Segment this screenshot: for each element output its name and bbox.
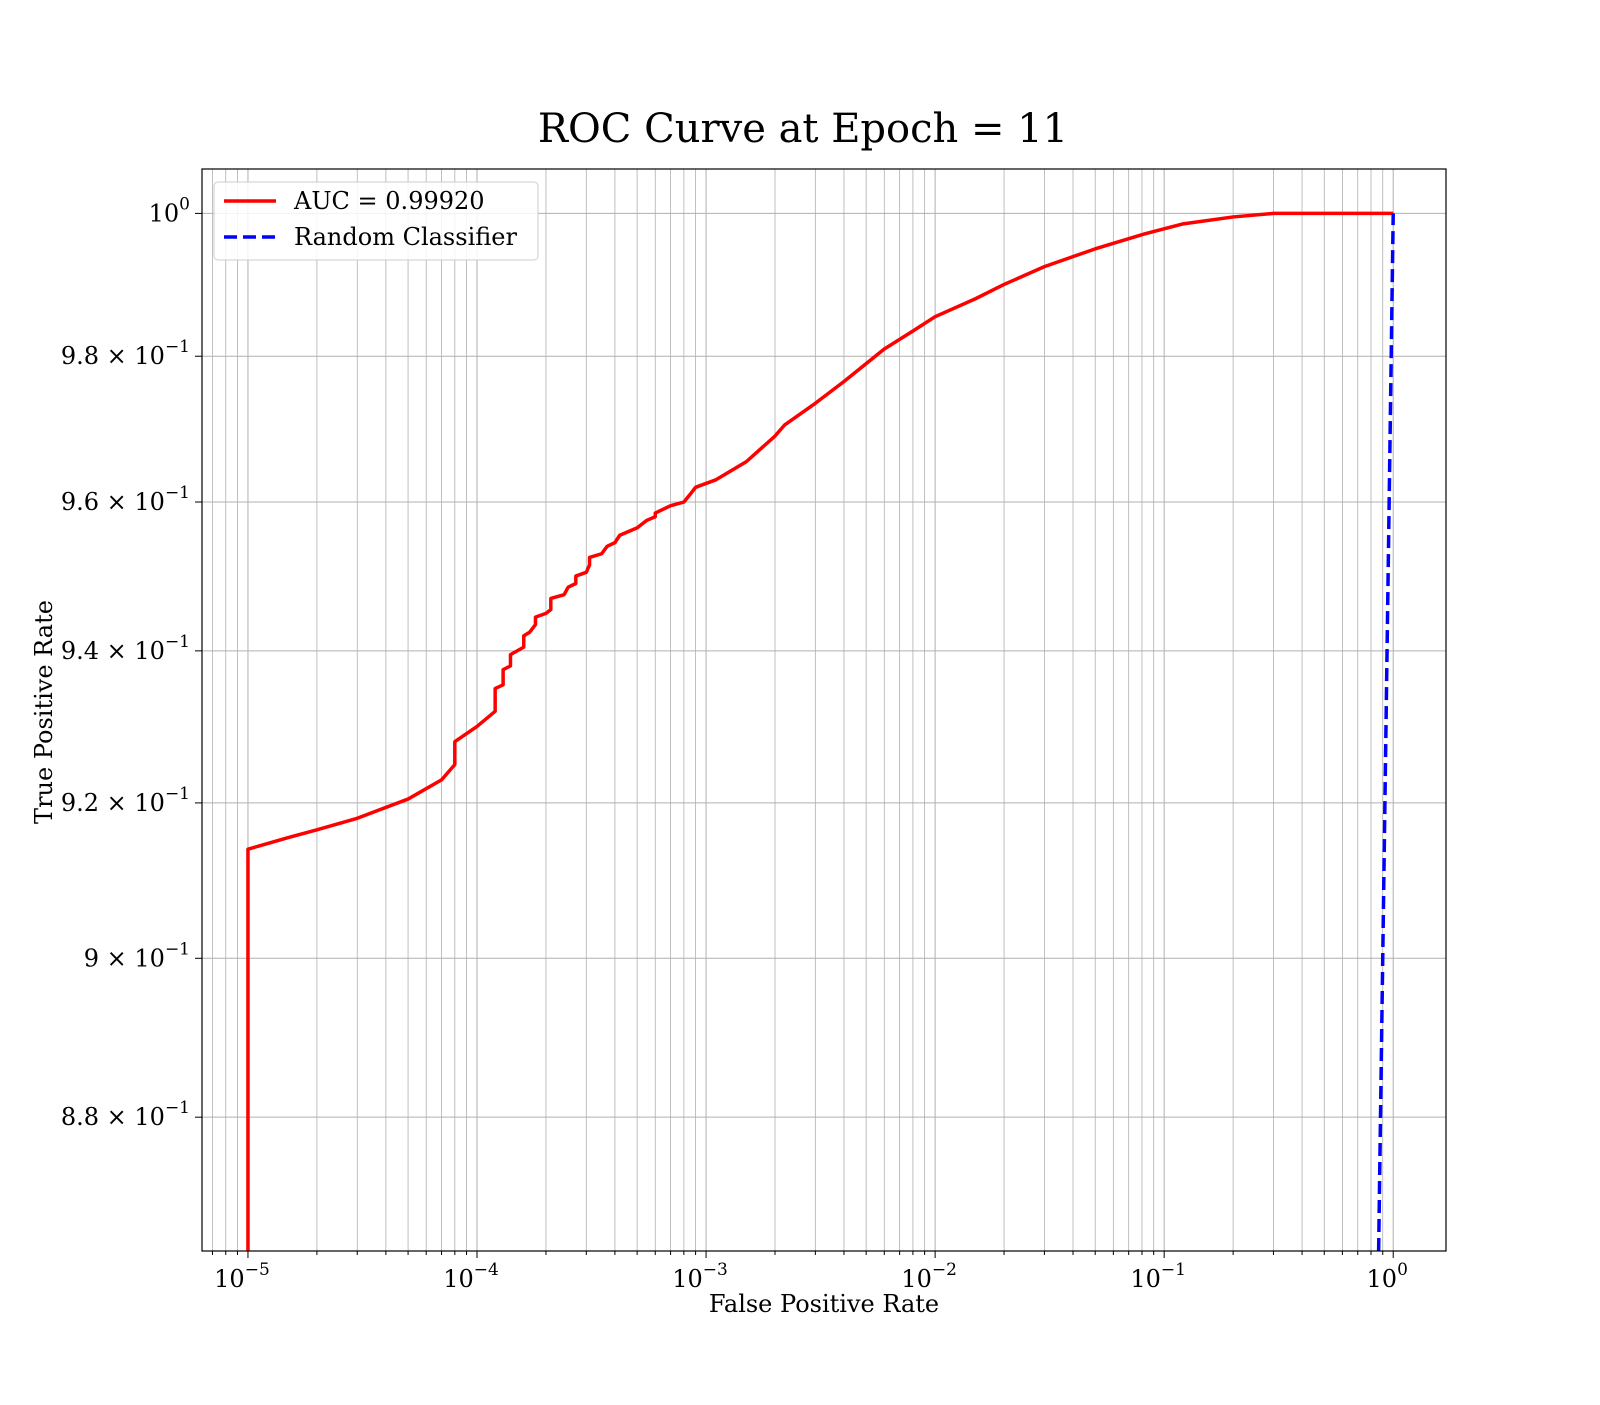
random-classifier-line — [1376, 213, 1395, 1252]
grid-lines — [202, 169, 1446, 1251]
y-tick-exponent: −1 — [165, 632, 190, 652]
legend: AUC = 0.99920 Random Classifier — [213, 181, 539, 261]
chart-title: ROC Curve at Epoch = 11 — [538, 106, 1068, 152]
series-layer — [246, 211, 1395, 1252]
y-tick-exponent: 0 — [179, 194, 190, 214]
y-tick-exponent: −1 — [165, 483, 190, 503]
y-tick-exponent: −1 — [165, 784, 190, 804]
y-tick-label: 9.4 × 10−1 — [61, 632, 190, 665]
legend-label-auc: AUC = 0.99920 — [293, 187, 485, 215]
x-tick-exponent: −3 — [703, 1260, 728, 1280]
legend-box — [213, 181, 539, 261]
plot-frame — [201, 168, 1447, 1252]
legend-label-random: Random Classifier — [294, 223, 517, 251]
x-tick-exponent: −5 — [245, 1260, 270, 1280]
x-tick-exponent: −4 — [474, 1260, 499, 1280]
y-tick-exponent: −1 — [165, 337, 190, 357]
y-tick-label: 9.2 × 10−1 — [61, 784, 190, 817]
x-tick-exponent: −2 — [932, 1260, 957, 1280]
y-tick-exponent: −1 — [165, 939, 190, 959]
y-axis-title: True Positive Rate — [30, 600, 58, 824]
roc-curve-line — [246, 211, 1394, 1251]
x-axis-title: False Positive Rate — [709, 1290, 939, 1318]
x-tick-exponent: −1 — [1161, 1260, 1186, 1280]
y-tick-label: 100 — [149, 194, 190, 227]
y-tick-exponent: −1 — [165, 1098, 190, 1118]
x-tick-exponent: 0 — [1397, 1260, 1408, 1280]
